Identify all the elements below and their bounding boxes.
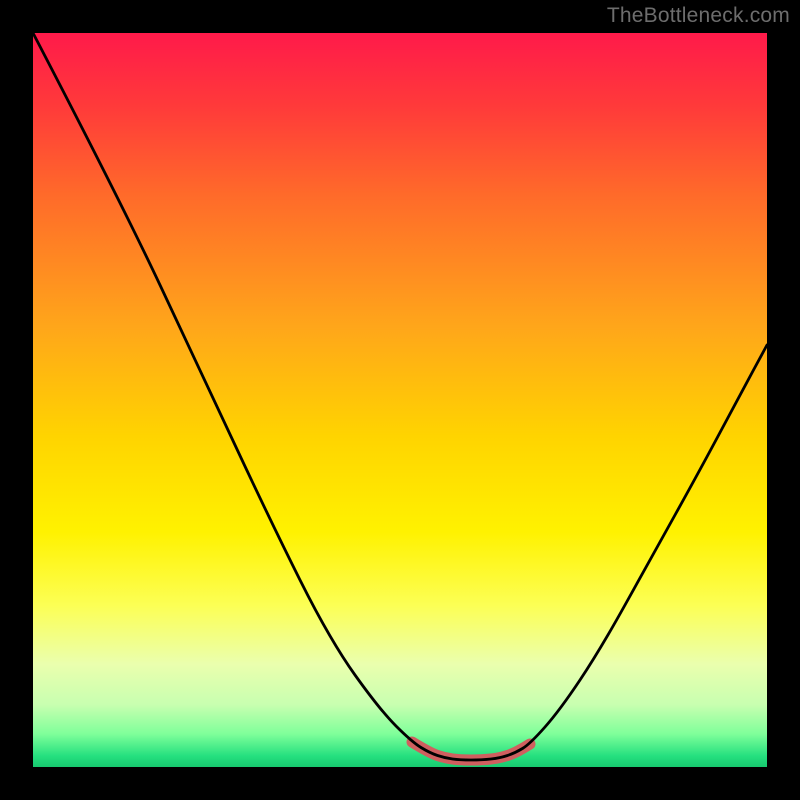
chart-stage: TheBottleneck.com [0,0,800,800]
watermark-text: TheBottleneck.com [607,4,790,28]
plot-background [33,33,767,767]
bottleneck-chart [0,0,800,800]
